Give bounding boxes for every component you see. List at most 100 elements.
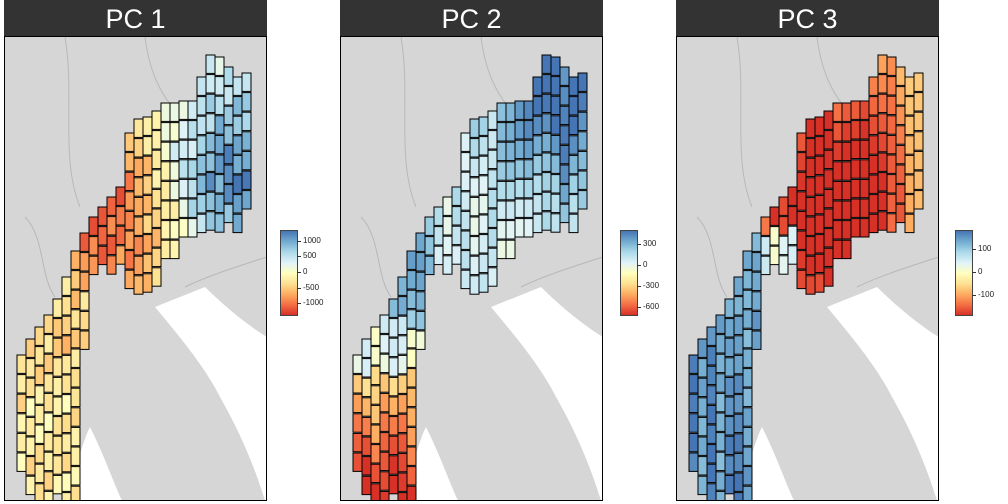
grid-cell	[859, 159, 870, 179]
grid-cell	[568, 115, 579, 136]
grid-cell	[16, 413, 27, 433]
grid-cell	[796, 210, 807, 231]
grid-cell	[796, 171, 807, 192]
grid-cell	[496, 141, 507, 162]
grid-cell	[397, 394, 408, 414]
grid-cell	[859, 198, 870, 218]
grid-cell	[505, 161, 516, 181]
grid-cell	[397, 315, 408, 336]
grid-cell	[43, 334, 54, 354]
grid-cell	[352, 432, 363, 453]
grid-cell	[715, 471, 726, 491]
grid-cell	[442, 255, 453, 275]
grid-cell	[214, 115, 225, 135]
grid-cell	[124, 171, 135, 192]
grid-cell	[133, 236, 144, 256]
grid-cell	[715, 451, 726, 472]
grid-cell	[532, 194, 543, 214]
grid-cell	[859, 178, 870, 199]
grid-cell	[61, 492, 72, 500]
grid-cell	[805, 275, 816, 295]
grid-cell	[406, 485, 417, 500]
grid-cell	[16, 452, 27, 472]
grid-cell	[541, 54, 552, 74]
grid-cell	[61, 452, 72, 473]
grid-cell	[79, 310, 90, 331]
grid-cell	[514, 139, 525, 160]
grid-cell	[715, 392, 726, 413]
grid-cell	[523, 178, 534, 199]
grid-cell	[232, 154, 243, 175]
grid-cell	[379, 490, 390, 500]
grid-cell	[223, 164, 234, 184]
colorbar-tick-label: 0	[643, 260, 648, 269]
grid-cell	[715, 432, 726, 452]
grid-cell	[841, 141, 852, 162]
grid-cell	[724, 455, 735, 475]
grid-cell	[460, 269, 471, 290]
grid-cell	[514, 178, 525, 199]
grid-cell	[370, 404, 381, 425]
colorbar-legend: 100 0 -100	[955, 230, 1008, 330]
grid-cell	[868, 154, 879, 175]
grid-cell	[868, 96, 879, 116]
grid-cell	[469, 118, 480, 138]
grid-cell	[388, 298, 399, 318]
grid-cell	[142, 155, 153, 176]
colorbar-tick	[972, 272, 976, 273]
grid-cell	[868, 213, 879, 234]
sea	[67, 427, 122, 500]
grid-cell	[397, 472, 408, 492]
grid-cell	[706, 385, 717, 405]
grid-cell	[61, 296, 72, 316]
grid-cell	[151, 267, 162, 287]
grid-cell	[904, 76, 915, 96]
grid-cell	[406, 426, 417, 447]
grid-cell	[823, 267, 834, 287]
grid-cell	[841, 122, 852, 142]
grid-cell	[52, 455, 63, 475]
grid-cell	[79, 252, 90, 272]
grid-cell	[379, 353, 390, 374]
grid-cell	[505, 200, 516, 220]
grid-cell	[88, 255, 99, 276]
grid-cell	[760, 236, 771, 256]
grid-cell	[796, 152, 807, 172]
grid-cell	[361, 358, 372, 378]
grid-cell	[796, 230, 807, 250]
grid-cell	[877, 93, 888, 114]
grid-cell	[223, 203, 234, 224]
grid-cell	[724, 376, 735, 397]
grid-cell	[742, 407, 753, 427]
grid-cell	[814, 194, 825, 215]
grid-cell	[814, 175, 825, 195]
grid-cell	[550, 174, 561, 194]
grid-cell	[850, 159, 861, 179]
grid-cell	[223, 86, 234, 106]
grid-cell	[151, 228, 162, 248]
grid-cell	[361, 338, 372, 358]
grid-cell	[187, 159, 198, 179]
grid-cell	[388, 318, 399, 338]
colorbar-tick	[972, 295, 976, 297]
grid-cell	[115, 206, 126, 226]
grid-cell	[733, 452, 744, 473]
grid-cell	[397, 276, 408, 296]
colorbar-legend: 300 0 -300 -600	[620, 230, 680, 330]
grid-cell	[541, 152, 552, 172]
grid-cell	[70, 407, 81, 427]
grid-cell	[541, 191, 552, 212]
grid-cell	[886, 76, 897, 96]
sea	[403, 427, 458, 500]
grid-cell	[187, 178, 198, 199]
grid-cell	[814, 273, 825, 293]
grid-cell	[52, 435, 63, 456]
grid-cell	[178, 159, 189, 179]
grid-cell	[388, 416, 399, 436]
grid-cell	[232, 174, 243, 194]
grid-cell	[52, 376, 63, 397]
grid-cell	[814, 116, 825, 136]
grid-cell	[433, 245, 444, 266]
grid-cell	[25, 397, 36, 417]
grid-cell	[895, 105, 906, 126]
